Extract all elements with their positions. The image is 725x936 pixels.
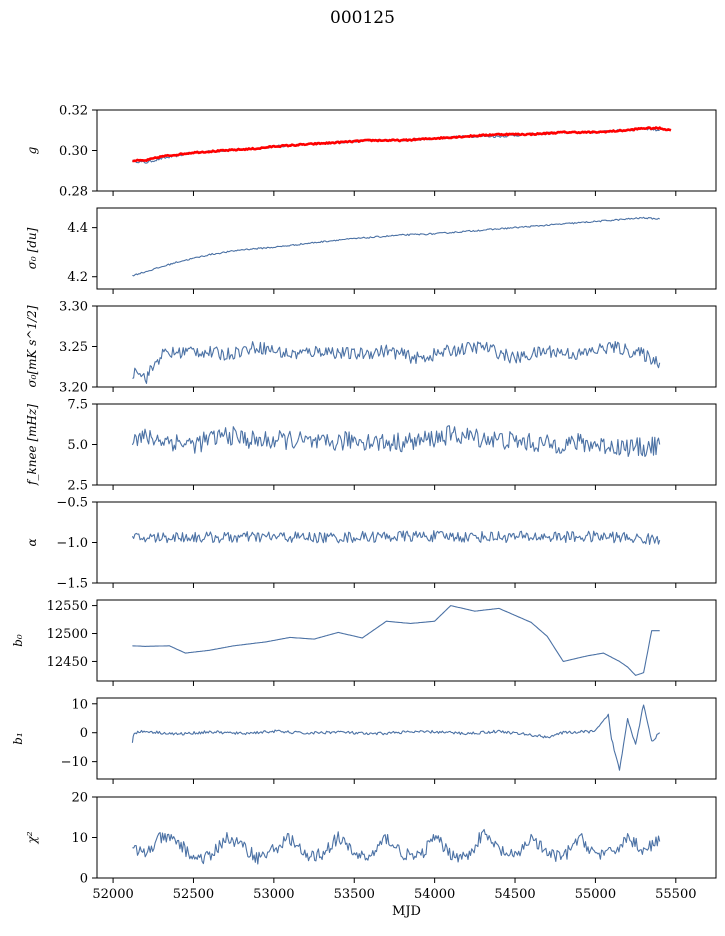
panel-2: 4.2 4.4 σ₀ [du] [25,207,717,294]
y-tick-label: 10 [71,831,88,846]
y-axis-label: g [25,146,39,154]
panel-1: 0.28 0.30 0.32 g [25,104,717,200]
series-line-3-1 [132,340,661,384]
y-tick-label: 0 [80,726,88,741]
series-line-1-2 [132,126,672,163]
y-axis-label: χ² [25,831,39,844]
y-tick-label: 7.5 [67,398,88,413]
y-tick-label: −1.0 [56,536,88,551]
series-line-4-1 [131,425,661,458]
y-axis-label: f_knee [mHz] [25,404,39,486]
y-tick-label: 0 [80,872,88,887]
panel-6: 12450 12500 12550 b₀ [11,599,717,686]
y-tick-label: 0.32 [59,104,88,119]
x-tick-label: 52500 [173,887,214,902]
y-tick-label: 20 [71,791,88,806]
axes-frame [96,207,717,290]
series-line-6-1 [132,605,660,676]
axes-frame [96,109,717,192]
y-tick-label: 10 [71,697,88,712]
y-axis-label: σ₀ [du] [25,227,39,269]
panel-8: 0 10 20 52000 52500 53000 53500 54000 54500 55000… [25,791,717,919]
y-tick-label: 0.28 [59,185,88,200]
x-tick-label: 55500 [655,887,696,902]
panel-4: 2.5 5.0 7.5 f_knee [mHz] [25,398,717,494]
y-axis-label: b₁ [11,732,25,745]
y-tick-label: 12550 [47,599,88,614]
axes-frame [96,599,717,682]
x-tick-label: 53500 [334,887,375,902]
x-tick-label: 55000 [575,887,616,902]
y-tick-label: 12450 [47,655,88,670]
y-tick-label: −10 [61,755,88,770]
axes-frame [96,697,717,780]
panel-5: −1.5 −1.0 −0.5 α [25,496,717,592]
y-tick-label: 4.2 [67,270,88,285]
series-line-7-1 [131,704,661,771]
series-line-2-1 [132,216,660,277]
panel-3: 3.20 3.25 3.30 σ₀[mK s^1/2] [25,300,717,396]
x-tick-label: 54500 [494,887,535,902]
series-line-8-1 [132,828,661,865]
y-axis-label: σ₀[mK s^1/2] [25,305,39,387]
y-tick-label: −1.5 [56,577,88,592]
axes-frame [96,305,717,388]
series-line-5-1 [131,530,661,545]
y-tick-label: 0.30 [59,144,88,159]
x-axis-label: MJD [392,904,421,919]
y-tick-label: 3.25 [59,340,88,355]
axes-frame [96,796,717,879]
x-tick-label: 52000 [92,887,133,902]
y-tick-label: 3.30 [59,300,88,315]
x-tick-label: 53000 [253,887,294,902]
y-axis-label: α [25,538,39,546]
y-tick-label: 2.5 [67,479,88,494]
y-axis-label: b₀ [11,634,25,647]
y-tick-label: 12500 [47,627,88,642]
figure-title: 000125 [330,8,395,28]
panel-7: −10 0 10 b₁ [11,697,717,784]
y-tick-label: −0.5 [56,496,88,511]
y-tick-label: 5.0 [67,438,88,453]
axes-frame [96,501,717,584]
x-tick-label: 54000 [414,887,455,902]
y-tick-label: 4.4 [67,221,88,236]
y-tick-label: 3.20 [59,381,88,396]
